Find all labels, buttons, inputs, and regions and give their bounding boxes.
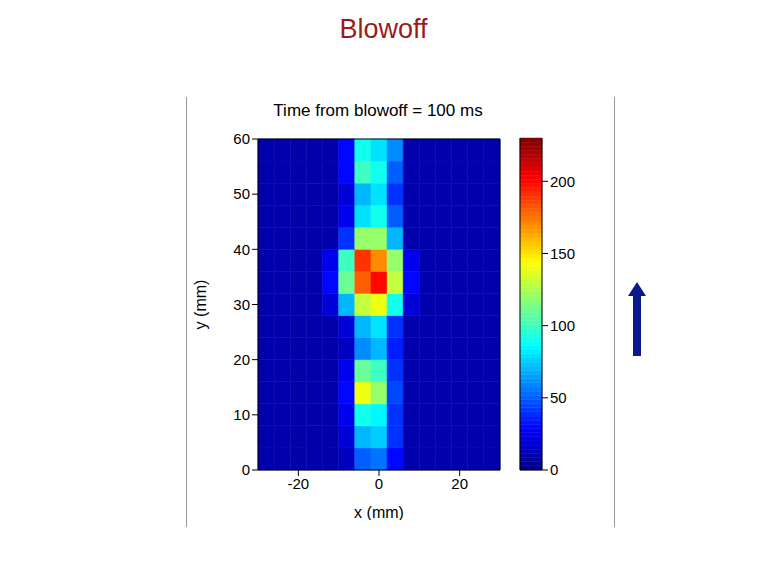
svg-text:0: 0 (242, 461, 250, 478)
svg-text:50: 50 (550, 389, 567, 406)
svg-text:20: 20 (233, 351, 250, 368)
svg-text:20: 20 (451, 475, 468, 492)
svg-text:60: 60 (233, 130, 250, 147)
svg-text:100: 100 (550, 317, 575, 334)
svg-text:0: 0 (550, 461, 558, 478)
html-text:Time from blowoff = 100 ms: Time from blowoff = 100 ms (273, 101, 483, 120)
html-text:Blowoff: Blowoff (339, 14, 428, 44)
svg-text:y (mm): y (mm) (192, 280, 209, 330)
svg-text:30: 30 (233, 296, 250, 313)
svg-text:50: 50 (233, 185, 250, 202)
svg-text:-20: -20 (287, 475, 309, 492)
svg-text:x (mm): x (mm) (354, 504, 404, 520)
svg-text:150: 150 (550, 245, 575, 262)
svg-text:40: 40 (233, 241, 250, 258)
svg-text:0: 0 (375, 475, 383, 492)
svg-text:10: 10 (233, 406, 250, 423)
svg-text:200: 200 (550, 173, 575, 190)
